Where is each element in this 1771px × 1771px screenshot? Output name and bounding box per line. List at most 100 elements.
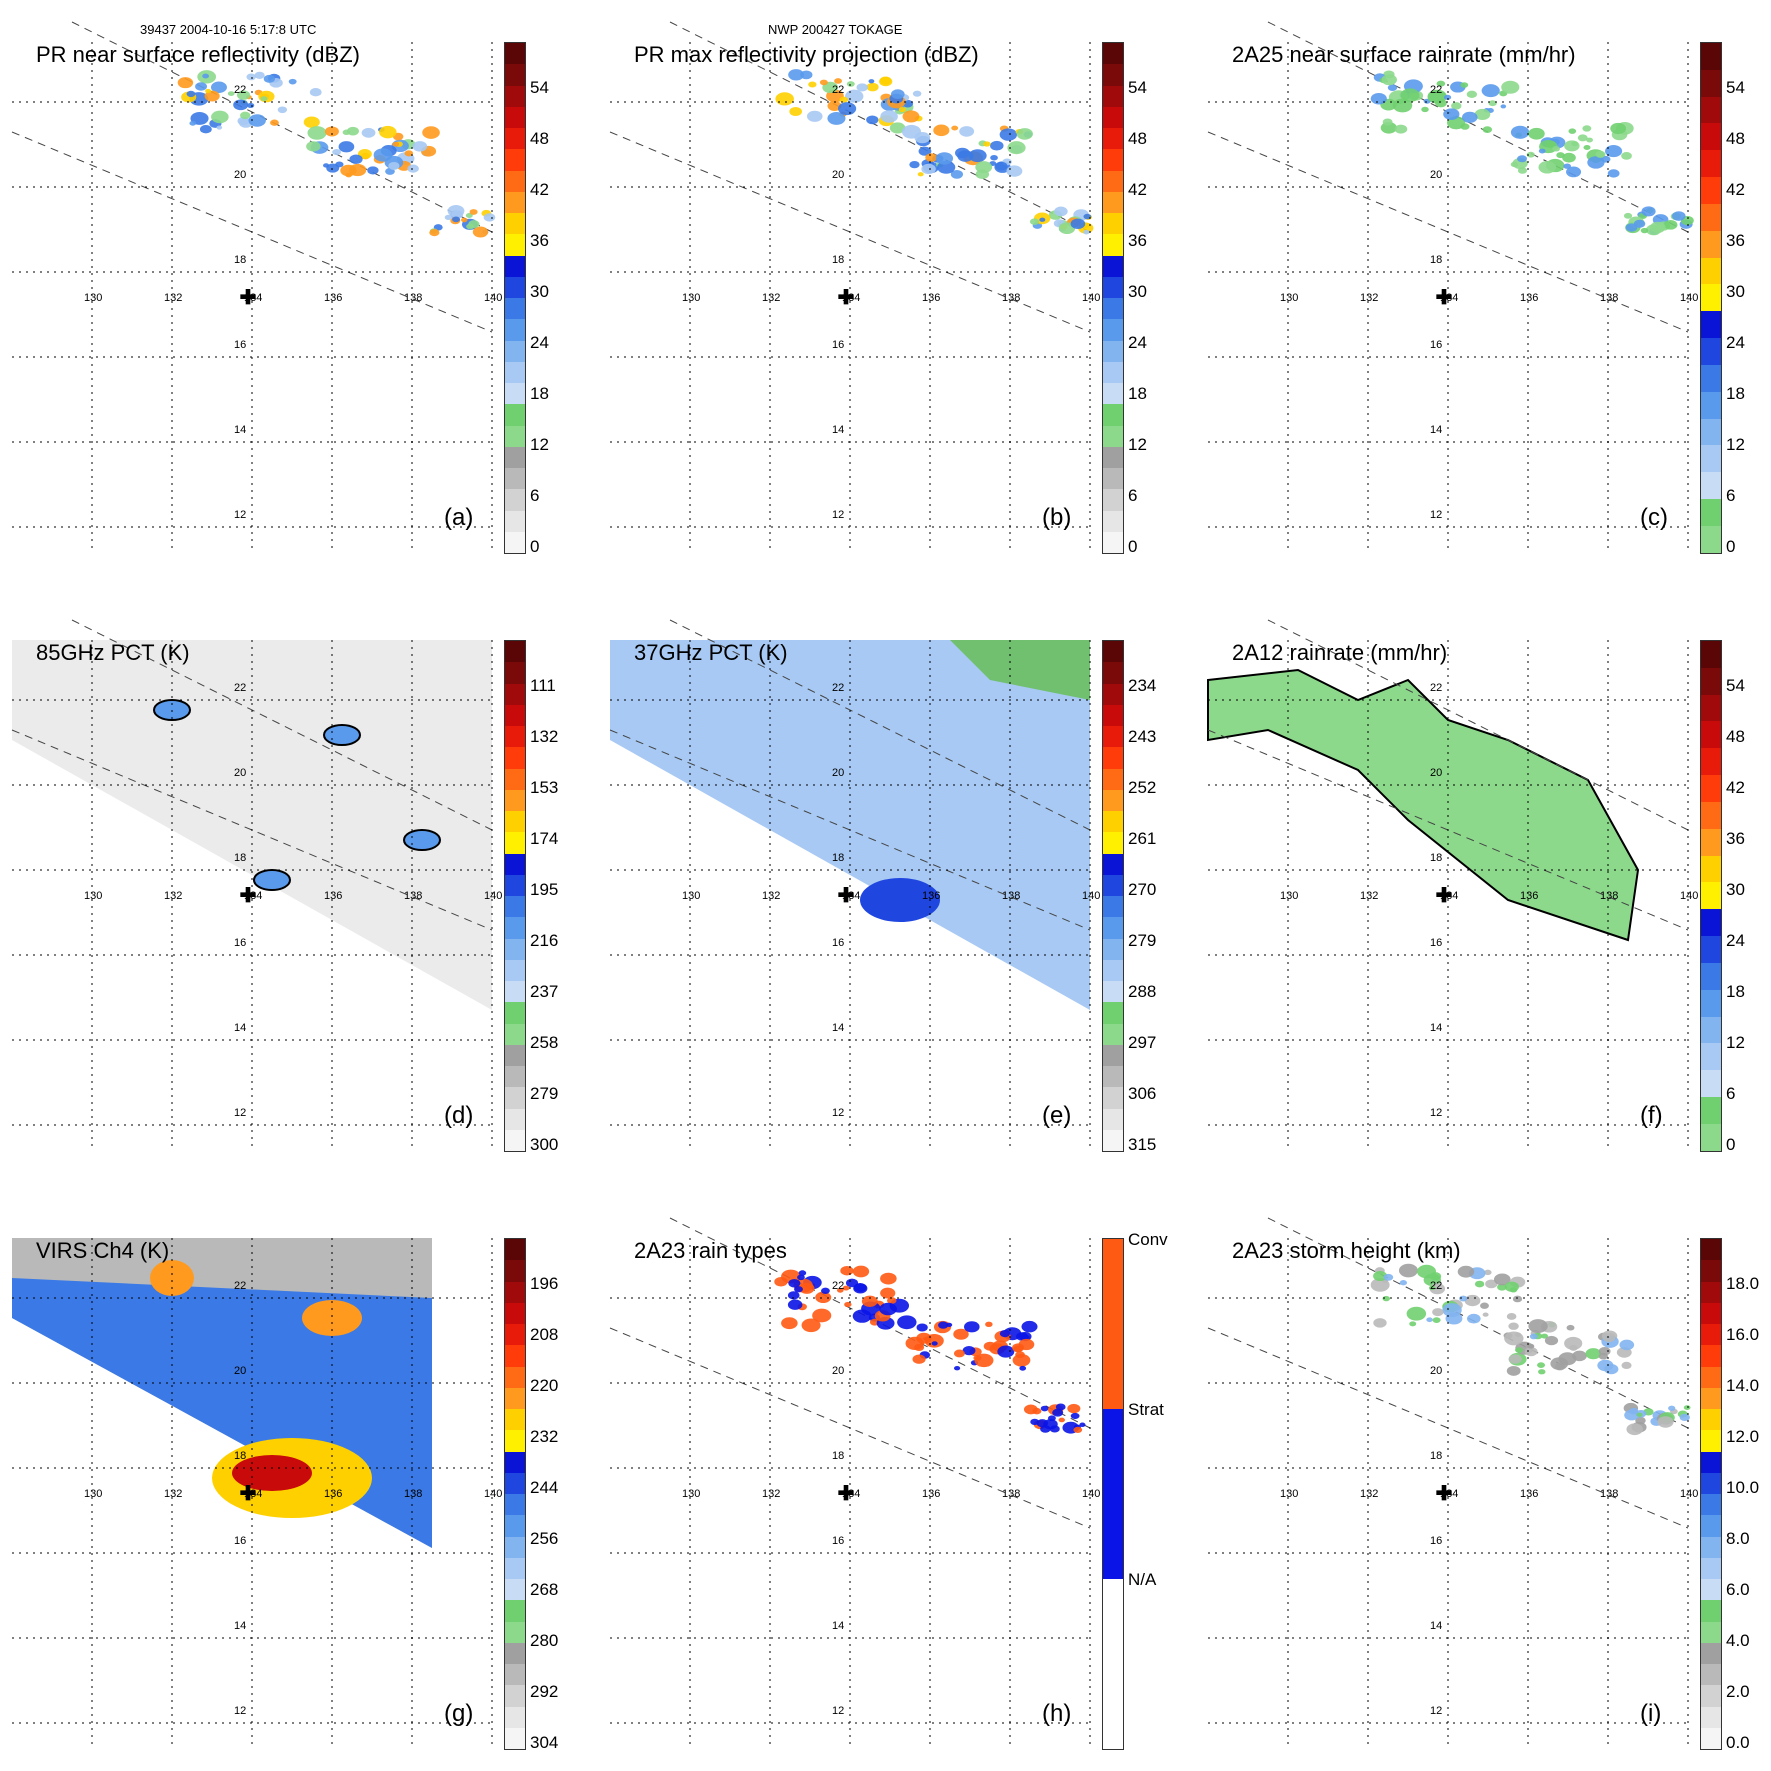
colorbar-label: 36 <box>1128 231 1147 250</box>
colorbar-segment <box>1103 1129 1123 1151</box>
echo-cell <box>918 146 932 156</box>
colorbar-segment <box>505 425 525 447</box>
echo-cell <box>916 1323 928 1332</box>
colorbar-segment <box>1103 255 1123 277</box>
colorbar-label: 280 <box>530 1631 559 1650</box>
colorbar-segment <box>1103 811 1123 833</box>
lon-tick-label: 132 <box>762 890 781 902</box>
colorbar-label: 12 <box>530 435 549 454</box>
colorbar-segment <box>1701 882 1721 910</box>
colorbar-segment <box>1103 726 1123 748</box>
colorbar-segment <box>1103 404 1123 426</box>
colorbar-label: 42 <box>530 180 549 199</box>
lat-tick-label: 14 <box>234 424 247 436</box>
colorbar-segment <box>505 1066 525 1088</box>
colorbar-segment <box>1103 789 1123 811</box>
echo-cell <box>1443 108 1460 120</box>
echo-cell <box>806 110 823 122</box>
colorbar-segment <box>505 1002 525 1024</box>
echo-cell <box>997 1345 1015 1358</box>
colorbar-segment <box>1701 1366 1721 1388</box>
colorbar-segment <box>1701 1494 1721 1516</box>
echo-cell <box>1619 1339 1635 1351</box>
colorbar-label: 12 <box>1128 435 1147 454</box>
colorbar-segment <box>1701 1472 1721 1494</box>
lat-tick-label: 12 <box>1430 509 1443 521</box>
colorbar-label: 292 <box>530 1682 559 1701</box>
echo-cell <box>204 90 220 102</box>
colorbar-segment <box>505 1023 525 1045</box>
lon-tick-label: 140 <box>484 292 503 304</box>
echo-cell <box>246 73 256 81</box>
echo-cell <box>1621 152 1632 160</box>
colorbar-label: 153 <box>530 778 559 797</box>
echo-cell <box>1623 212 1633 219</box>
colorbar-segment <box>505 832 525 854</box>
lon-tick-label: 132 <box>1360 292 1379 304</box>
colorbar-segment <box>1103 468 1123 490</box>
echo-cell <box>202 73 209 79</box>
echo-cell <box>1481 84 1500 98</box>
colorbar-label: 315 <box>1128 1135 1157 1154</box>
echo-cell <box>1517 155 1527 163</box>
lat-tick-label: 16 <box>234 1535 247 1547</box>
colorbar-label: Conv <box>1128 1230 1168 1249</box>
colorbar-segment <box>505 1345 525 1367</box>
echo-cell <box>444 214 453 221</box>
colorbar-label: 24 <box>1726 931 1745 950</box>
echo-cell <box>1054 206 1068 217</box>
colorbar-segment <box>1701 748 1721 776</box>
echo-cell <box>1039 217 1046 222</box>
lat-tick-label: 20 <box>234 767 247 779</box>
echo-cell <box>990 154 998 161</box>
colorbar-segment <box>1701 445 1721 473</box>
lat-tick-label: 22 <box>234 84 247 96</box>
colorbar-segment <box>1701 69 1721 97</box>
echo-cell <box>1383 1273 1394 1281</box>
echo-cell <box>1563 163 1571 169</box>
echo-cell <box>205 88 212 94</box>
echo-cell <box>447 204 465 217</box>
echo-cell <box>1538 1369 1546 1375</box>
echo-cell <box>983 1341 997 1351</box>
echo-cell <box>1663 219 1678 230</box>
echo-cell <box>820 1287 830 1294</box>
echo-cell <box>263 74 275 83</box>
echo-cell <box>946 1322 953 1328</box>
colorbar-segment <box>505 641 525 663</box>
echo-cell <box>1382 118 1393 126</box>
echo-cell <box>902 110 920 123</box>
colorbar-segment <box>505 85 525 107</box>
colorbar-label: 244 <box>530 1478 559 1497</box>
colorbar-segment <box>1701 96 1721 124</box>
colorbar-segment <box>505 747 525 769</box>
echo-cell <box>1459 1295 1468 1302</box>
colorbar-segment <box>505 1430 525 1452</box>
colorbar-segment <box>1701 284 1721 312</box>
echo-cell <box>975 161 993 174</box>
colorbar-segment <box>505 1087 525 1109</box>
header-orbit-time: 39437 2004-10-16 5:17:8 UTC <box>140 22 317 37</box>
colorbar-segment <box>505 853 525 875</box>
colorbar-segment <box>1103 170 1123 192</box>
colorbar-segment <box>1701 472 1721 500</box>
colorbar-label: 54 <box>1726 676 1745 695</box>
lon-tick-label: 132 <box>762 1488 781 1500</box>
colorbar-segment <box>505 64 525 86</box>
colorbar-segment <box>1701 1281 1721 1303</box>
colorbar-label: 10.0 <box>1726 1478 1760 1497</box>
colorbar-segment <box>1701 1387 1721 1409</box>
echo-cell <box>1021 1320 1038 1333</box>
lon-tick-label: 134 <box>244 1488 263 1500</box>
colorbar <box>1102 640 1124 1152</box>
echo-cell <box>985 1321 993 1327</box>
echo-cell <box>1399 1280 1408 1286</box>
convective-cell <box>323 724 361 746</box>
echo-cell <box>326 163 340 173</box>
echo-cell <box>834 78 843 84</box>
colorbar-segment <box>1103 768 1123 790</box>
echo-cell <box>429 228 440 237</box>
echo-cell <box>808 81 817 88</box>
panel-letter: (e) <box>1042 1102 1072 1129</box>
echo-cell <box>1006 165 1023 177</box>
